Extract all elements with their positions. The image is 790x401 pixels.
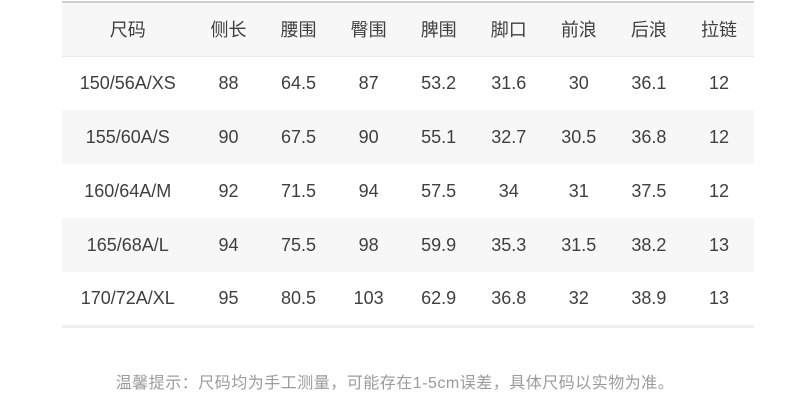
measurement-cell: 92 — [218, 180, 239, 201]
table-row: 160/64A/M 92 71.5 94 57.5 34 31 37.5 12 — [62, 164, 754, 218]
measurement-cell: 34 — [498, 180, 519, 201]
measurement-cell: 98 — [358, 234, 379, 255]
measurement-cell: 87 — [358, 72, 379, 93]
measurement-cell: 88 — [218, 72, 239, 93]
measurement-cell: 32.7 — [491, 126, 527, 147]
column-header: 后浪 — [613, 2, 684, 57]
measurement-cell: 12 — [708, 126, 729, 147]
column-header: 腰围 — [263, 2, 334, 57]
size-chart-table: 尺码 侧长 腰围 臀围 脾围 脚口 前浪 后浪 拉链 150/56A/XS 88 64.5 87 53.… — [62, 1, 754, 328]
column-header: 拉链 — [683, 2, 754, 57]
table-row: 155/60A/S 90 67.5 90 55.1 32.7 30.5 36.8 12 — [62, 110, 754, 164]
measurement-cell: 35.3 — [491, 234, 527, 255]
measurement-cell: 57.5 — [421, 180, 457, 201]
size-cell: 160/64A/M — [84, 180, 172, 201]
column-header: 侧长 — [193, 2, 264, 57]
measurement-cell: 12 — [708, 180, 729, 201]
measurement-cell: 90 — [358, 126, 379, 147]
measurement-cell: 36.8 — [631, 126, 667, 147]
measurement-cell: 64.5 — [281, 72, 317, 93]
column-header: 臀围 — [333, 2, 404, 57]
measurement-cell: 13 — [708, 234, 729, 255]
measurement-cell: 36.8 — [473, 272, 544, 328]
measurement-cell: 53.2 — [421, 72, 457, 93]
measurement-cell: 31.5 — [561, 234, 597, 255]
measurement-disclaimer: 温馨提示：尺码均为手工测量，可能存在1-5cm误差，具体尺码以实物为准。 — [115, 375, 675, 392]
measurement-cell: 31.6 — [491, 72, 527, 93]
measurement-cell: 38.2 — [631, 234, 667, 255]
size-cell: 150/56A/XS — [79, 72, 176, 93]
measurement-cell: 94 — [218, 234, 239, 255]
size-cell: 165/68A/L — [86, 234, 169, 255]
measurement-cell: 55.1 — [421, 126, 457, 147]
measurement-cell: 75.5 — [281, 234, 317, 255]
table-row: 165/68A/L 94 75.5 98 59.9 35.3 31.5 38.2 13 — [62, 218, 754, 272]
table-row: 170/72A/XL 95 80.5 103 62.9 36.8 32 38.9 13 — [62, 272, 754, 328]
column-header: 脾围 — [403, 2, 474, 57]
measurement-cell: 30.5 — [561, 126, 597, 147]
measurement-cell: 13 — [683, 272, 754, 328]
column-header: 脚口 — [473, 2, 544, 57]
measurement-cell: 80.5 — [263, 272, 334, 328]
measurement-cell: 94 — [358, 180, 379, 201]
measurement-cell: 71.5 — [281, 180, 317, 201]
measurement-cell: 95 — [193, 272, 264, 328]
measurement-cell: 38.9 — [613, 272, 684, 328]
measurement-cell: 37.5 — [631, 180, 667, 201]
measurement-cell: 30 — [568, 72, 589, 93]
measurement-cell: 62.9 — [403, 272, 474, 328]
measurement-cell: 36.1 — [631, 72, 667, 93]
measurement-cell: 12 — [708, 72, 729, 93]
measurement-cell: 31 — [568, 180, 589, 201]
column-header: 尺码 — [62, 2, 194, 57]
header-row: 尺码 侧长 腰围 臀围 脾围 脚口 前浪 后浪 拉链 — [62, 2, 754, 57]
measurement-cell: 103 — [333, 272, 404, 328]
measurement-cell: 59.9 — [421, 234, 457, 255]
table-row: 150/56A/XS 88 64.5 87 53.2 31.6 30 36.1 12 — [62, 56, 754, 110]
measurement-cell: 90 — [218, 126, 239, 147]
measurement-cell: 67.5 — [281, 126, 317, 147]
column-header: 前浪 — [543, 2, 614, 57]
size-cell: 155/60A/S — [85, 126, 170, 147]
measurement-cell: 32 — [543, 272, 614, 328]
size-cell: 170/72A/XL — [62, 272, 194, 328]
